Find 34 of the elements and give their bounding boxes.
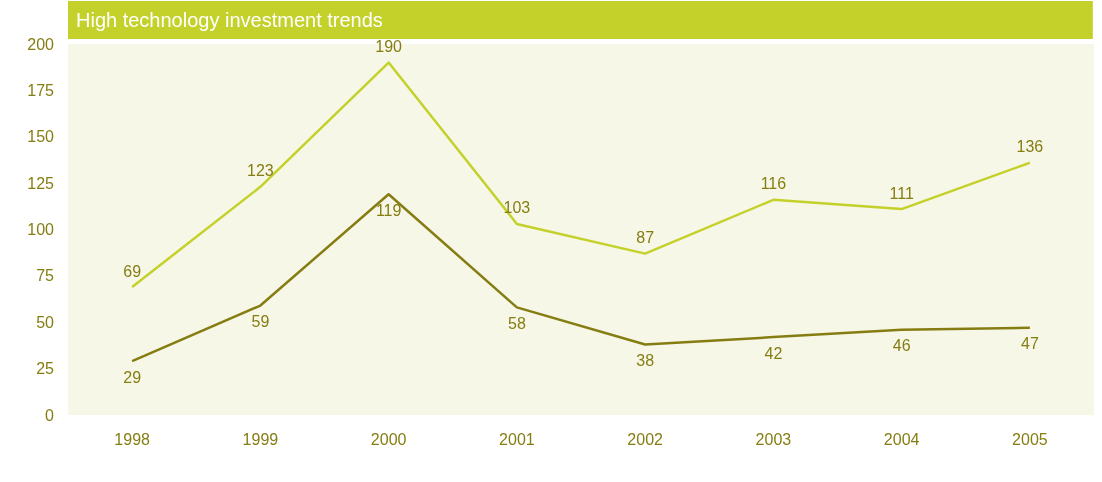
data-label: 47 bbox=[1020, 335, 1039, 353]
data-label: 69 bbox=[123, 262, 142, 280]
data-label: 59 bbox=[251, 313, 270, 331]
data-label: 103 bbox=[503, 199, 531, 217]
x-tick-label: 2001 bbox=[499, 430, 535, 448]
chart-title: High technology investment trends bbox=[76, 9, 383, 31]
x-tick-label: 2000 bbox=[370, 430, 407, 448]
data-label: 119 bbox=[375, 201, 402, 219]
y-tick-label: 200 bbox=[27, 35, 55, 53]
data-label: 46 bbox=[892, 337, 911, 355]
y-tick-label: 25 bbox=[36, 360, 55, 378]
data-label: 111 bbox=[889, 184, 914, 202]
x-tick-label: 1999 bbox=[242, 430, 279, 448]
y-tick-label: 100 bbox=[27, 221, 55, 238]
y-tick-label: 75 bbox=[36, 267, 55, 285]
y-tick-label: 0 bbox=[45, 406, 55, 424]
data-label: 38 bbox=[636, 352, 655, 370]
y-tick-label: 125 bbox=[27, 174, 55, 192]
data-label: 136 bbox=[1016, 138, 1044, 156]
data-label: 29 bbox=[123, 368, 142, 386]
x-tick-label: 2004 bbox=[883, 430, 920, 448]
y-tick-label: 175 bbox=[27, 81, 55, 99]
data-label: 42 bbox=[764, 344, 783, 362]
x-tick-label: 2003 bbox=[755, 430, 792, 448]
data-label: 58 bbox=[507, 314, 526, 332]
data-label: 116 bbox=[760, 175, 787, 193]
x-tick-label: 2005 bbox=[1012, 430, 1048, 448]
y-tick-label: 150 bbox=[27, 128, 55, 146]
y-tick-label: 50 bbox=[36, 313, 55, 331]
data-label: 87 bbox=[636, 229, 655, 247]
data-label: 123 bbox=[247, 162, 274, 180]
x-tick-label: 2002 bbox=[627, 430, 664, 448]
x-tick-label: 1998 bbox=[114, 430, 151, 448]
data-label: 190 bbox=[375, 38, 403, 56]
